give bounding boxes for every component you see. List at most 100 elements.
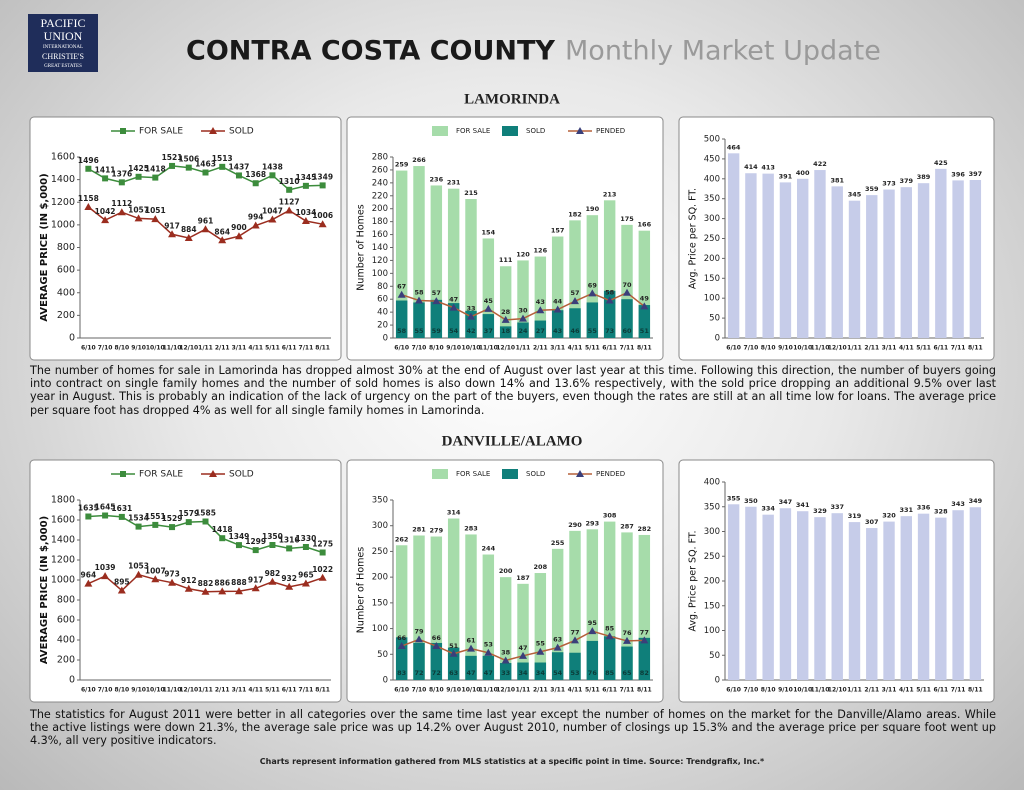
value-label: 886 <box>214 578 230 587</box>
bar <box>534 662 547 680</box>
y-axis-label: Avg. Price per SQ. FT. <box>688 188 699 289</box>
x-tick-label: 4/11 <box>568 687 583 694</box>
value-label: 932 <box>281 574 297 583</box>
marker <box>605 632 614 640</box>
value-label: 1635 <box>78 504 99 513</box>
marker <box>576 127 584 134</box>
value-label: 343 <box>951 500 965 508</box>
marker <box>152 174 159 181</box>
x-tick-label: 5/11 <box>585 687 600 694</box>
y-tick-label: 180 <box>372 217 388 227</box>
paragraph: The statistics for August 2011 were bett… <box>30 708 996 748</box>
value-label: 255 <box>551 539 565 547</box>
value-label: 337 <box>830 503 844 511</box>
marker <box>432 297 441 305</box>
value-label: 77 <box>570 628 579 636</box>
x-tick-label: 7/10 <box>412 345 427 352</box>
bar <box>779 508 792 680</box>
marker <box>269 172 276 179</box>
bar <box>413 302 425 338</box>
bar <box>952 180 964 338</box>
x-tick-label: 1/11 <box>847 687 862 694</box>
value-label: 1053 <box>128 562 149 571</box>
legend-label: SOLD <box>526 127 545 135</box>
x-tick-label: 11/10 <box>163 345 182 352</box>
x-tick-label: 3/11 <box>232 687 247 694</box>
bar <box>952 510 964 680</box>
value-label: 1534 <box>128 514 149 523</box>
bar <box>517 322 529 338</box>
marker <box>151 575 160 583</box>
marker <box>209 127 217 134</box>
x-tick-label: 6/10 <box>394 687 409 694</box>
y-tick-label: 0 <box>69 333 75 344</box>
value-label: 85 <box>605 669 615 677</box>
bar <box>447 518 460 680</box>
y-tick-label: 1600 <box>51 152 75 163</box>
value-label: 1042 <box>95 207 116 216</box>
marker <box>467 312 475 320</box>
value-label: 1158 <box>78 194 99 203</box>
x-tick-label: 8/10 <box>114 687 129 694</box>
x-tick-label: 3/11 <box>882 687 897 694</box>
y-tick-label: 50 <box>709 314 720 324</box>
x-tick-label: 12/10 <box>496 345 515 352</box>
value-label: 18 <box>501 327 511 335</box>
marker <box>219 163 226 170</box>
y-tick-label: 200 <box>704 577 720 587</box>
x-tick-label: 11/10 <box>479 345 498 352</box>
bar <box>430 299 443 338</box>
bar <box>745 173 757 338</box>
bar <box>586 215 599 338</box>
x-tick-label: 2/11 <box>864 345 879 352</box>
marker <box>301 217 310 225</box>
value-label: 1275 <box>312 540 333 549</box>
bar <box>534 256 547 338</box>
marker <box>85 165 92 172</box>
marker <box>117 586 126 594</box>
x-tick-label: 9/10 <box>131 687 146 694</box>
legend-label: PENDED <box>596 470 625 478</box>
y-tick-label: 100 <box>372 269 388 279</box>
value-label: 49 <box>640 294 650 302</box>
value-label: 1022 <box>312 565 333 574</box>
bar <box>586 640 599 680</box>
bar <box>638 637 651 680</box>
y-tick-label: 350 <box>372 496 388 506</box>
bar <box>534 320 547 338</box>
bar <box>621 299 633 338</box>
bar <box>935 517 947 680</box>
x-tick-label: 6/10 <box>394 345 409 352</box>
x-tick-label: 8/11 <box>315 687 330 694</box>
legend-swatch <box>432 469 448 479</box>
value-label: 1506 <box>178 155 199 164</box>
bar <box>831 186 843 338</box>
bar <box>499 577 512 680</box>
bar <box>517 662 529 680</box>
value-label: 331 <box>900 506 914 514</box>
x-tick-label: 6/11 <box>602 687 617 694</box>
x-tick-label: 9/10 <box>446 345 461 352</box>
y-tick-label: 350 <box>704 194 720 204</box>
value-label: 341 <box>796 501 810 509</box>
y-tick-label: 600 <box>57 615 75 626</box>
bar <box>621 224 633 338</box>
value-label: 73 <box>605 327 614 335</box>
y-axis-label: AVERAGE PRICE (IN $,000) <box>39 516 50 664</box>
y-tick-label: 350 <box>704 502 720 512</box>
y-tick-label: 20 <box>377 321 388 331</box>
value-label: 917 <box>164 221 180 230</box>
marker <box>519 314 527 322</box>
x-tick-label: 6/10 <box>726 345 741 352</box>
value-label: 912 <box>181 576 197 585</box>
x-tick-label: 10/10 <box>146 687 165 694</box>
bar <box>969 507 982 680</box>
value-label: 1349 <box>312 172 333 181</box>
x-tick-label: 6/10 <box>81 687 96 694</box>
value-label: 37 <box>484 327 493 335</box>
y-tick-label: 200 <box>372 204 388 214</box>
bar <box>551 548 564 680</box>
bar <box>395 545 408 680</box>
y-tick-label: 50 <box>709 651 720 661</box>
